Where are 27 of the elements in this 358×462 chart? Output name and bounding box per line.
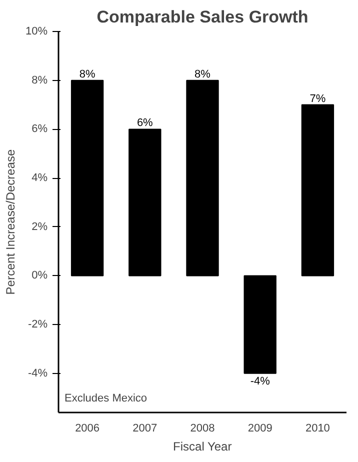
y-tick-label: -4%	[28, 367, 48, 380]
x-tick-label: 2008	[190, 422, 215, 434]
x-axis-title: Fiscal Year	[173, 440, 232, 454]
x-tick-label: 2010	[305, 422, 330, 434]
data-label: 6%	[136, 117, 154, 130]
bar	[301, 104, 334, 276]
data-label: 8%	[79, 68, 96, 80]
y-tick-label: 0%	[32, 270, 48, 282]
y-tick-label: 6%	[32, 123, 48, 136]
y-tick-label: 2%	[32, 220, 48, 233]
annotation: Excludes Mexico	[64, 392, 148, 404]
x-tick-label: 2006	[75, 422, 100, 434]
y-tick-label: 4%	[32, 172, 48, 184]
bar	[128, 128, 162, 276]
y-tick-label: 8%	[32, 74, 48, 86]
bar	[244, 275, 276, 374]
y-axis-title: Percent Increase/Decrease	[3, 148, 18, 295]
data-label: -4%	[250, 375, 270, 388]
bar	[186, 80, 219, 276]
y-tick-label: -2%	[28, 318, 48, 331]
data-label: 8%	[194, 68, 211, 80]
bar	[70, 80, 104, 276]
y-tick-label: 10%	[25, 26, 48, 38]
data-label: 7%	[310, 92, 326, 105]
x-tick-label: 2009	[248, 422, 272, 434]
chart-title: Comparable Sales Growth	[96, 8, 308, 26]
x-tick-label: 2007	[132, 422, 158, 434]
